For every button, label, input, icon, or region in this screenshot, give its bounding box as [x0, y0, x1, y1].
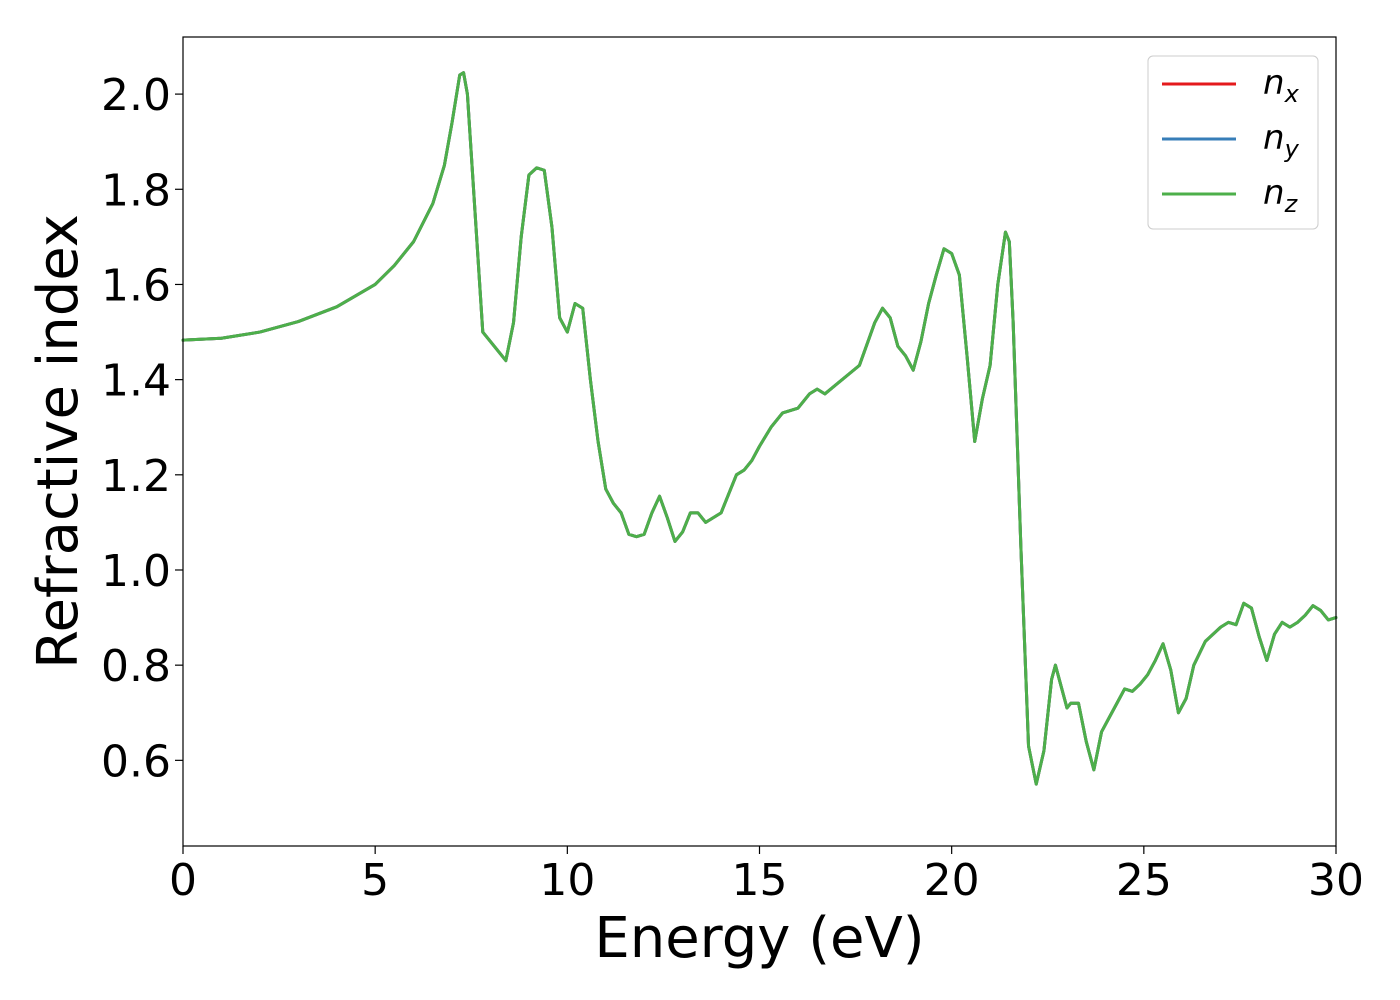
y-tick-label: 2.0 — [101, 70, 171, 121]
x-tick-label: 0 — [169, 855, 197, 906]
legend-frame — [1147, 55, 1319, 230]
y-axis-ticks: 0.6 0.8 1.0 1.2 1.4 1.6 1.8 2.0 — [101, 70, 183, 787]
x-tick-label: 20 — [924, 855, 980, 906]
legend-label-ny: ny — [1263, 118, 1300, 163]
legend-label-nx: nx — [1263, 63, 1300, 108]
legend-label-nz: nz — [1263, 173, 1299, 218]
y-tick-label: 1.4 — [101, 356, 171, 407]
x-tick-label: 30 — [1308, 855, 1364, 906]
x-axis-label: Energy (eV) — [594, 906, 924, 971]
y-tick-label: 1.2 — [101, 451, 171, 502]
series-line-nz — [181, 71, 1338, 786]
x-tick-label: 5 — [361, 855, 389, 906]
y-tick-label: 0.8 — [101, 641, 171, 692]
y-tick-label: 1.6 — [101, 260, 171, 311]
legend: nx ny nz — [1147, 55, 1319, 230]
series-layer — [181, 71, 1338, 786]
y-tick-label: 1.0 — [101, 546, 171, 597]
plot-background — [183, 37, 1336, 846]
x-tick-label: 15 — [732, 855, 788, 906]
x-tick-label: 10 — [539, 855, 595, 906]
y-tick-label: 0.6 — [101, 736, 171, 787]
y-axis-label: Refractive index — [26, 214, 91, 669]
x-axis-ticks: 0 5 10 15 20 25 30 — [169, 846, 1364, 906]
y-tick-label: 1.8 — [101, 165, 171, 216]
x-tick-label: 25 — [1116, 855, 1172, 906]
